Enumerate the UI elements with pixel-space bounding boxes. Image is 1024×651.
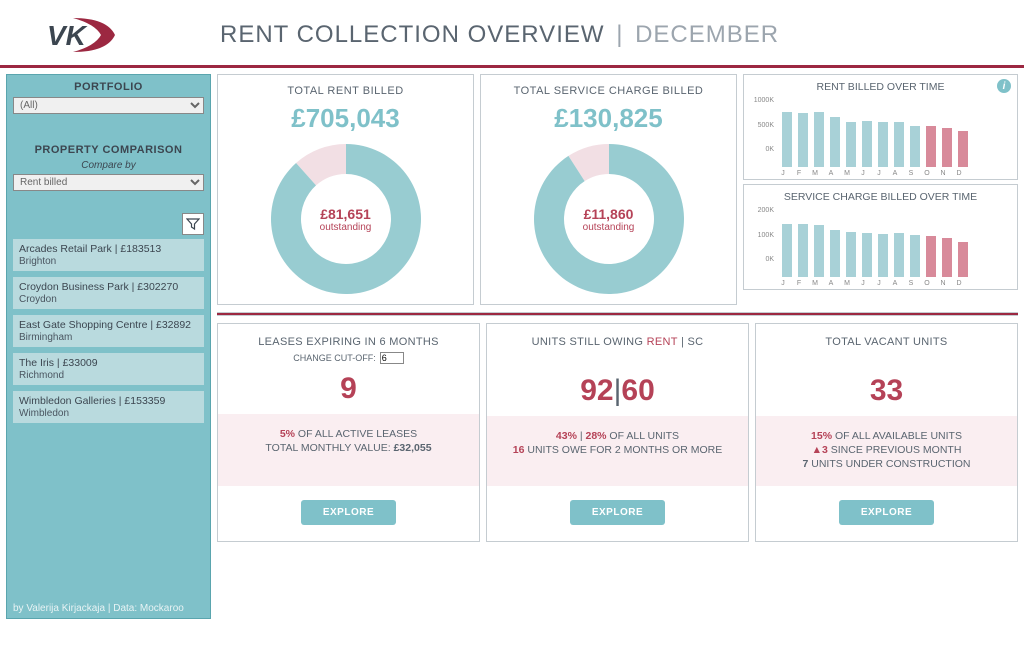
bar [846,232,856,277]
units-owing-card: UNITS STILL OWING RENT | SC 92|60 43% | … [486,323,749,542]
compare-by-select[interactable]: Rent billed [13,174,204,191]
card-title: TOTAL SERVICE CHARGE BILLED [489,85,728,97]
filter-icon[interactable] [182,213,204,235]
property-item[interactable]: Arcades Retail Park | £183513Brighton [13,239,204,271]
credit-text: by Valerija Kirjackaja | Data: Mockaroo [13,603,184,614]
bar [910,235,920,277]
leases-expiring-card: LEASES EXPIRING IN 6 MONTHS CHANGE CUT-O… [217,323,480,542]
comparison-title: PROPERTY COMPARISON [13,144,204,156]
bar [942,128,952,167]
property-item[interactable]: Croydon Business Park | £302270Croydon [13,277,204,309]
explore-button[interactable]: EXPLORE [839,500,934,525]
bar [846,122,856,167]
card-title: TOTAL RENT BILLED [226,85,465,97]
total-rent-billed-card: TOTAL RENT BILLED £705,043 £81,651 outst… [217,74,474,305]
header: VK RENT COLLECTION OVERVIEW | DECEMBER [0,0,1024,68]
svg-text:VK: VK [47,20,88,51]
sidebar: PORTFOLIO (All) PROPERTY COMPARISON Comp… [6,74,211,619]
bar [958,131,968,167]
property-item[interactable]: Wimbledon Galleries | £153359Wimbledon [13,391,204,423]
divider [217,312,1018,316]
bar [894,233,904,277]
bar [862,121,872,167]
property-item[interactable]: East Gate Shopping Centre | £32892Birmin… [13,315,204,347]
page-title: RENT COLLECTION OVERVIEW | DECEMBER [220,21,779,49]
bar [782,112,792,167]
vacant-units-card: TOTAL VACANT UNITS 33 15% OF ALL AVAILAB… [755,323,1018,542]
bar [830,230,840,277]
info-icon[interactable]: i [997,79,1011,93]
owing-count: 92|60 [495,374,740,408]
portfolio-select[interactable]: (All) [13,97,204,114]
logo: VK [20,10,140,60]
bar [862,233,872,277]
portfolio-title: PORTFOLIO [13,81,204,93]
bar [894,122,904,167]
bar [798,113,808,167]
leases-count: 9 [226,372,471,406]
cutoff-input[interactable] [380,352,404,364]
bar [910,126,920,167]
bar [942,238,952,277]
bar [878,122,888,167]
bar [958,242,968,277]
sc-donut: £11,860 outstanding [489,144,728,294]
property-list: Arcades Retail Park | £183513Brighton Cro… [13,239,204,423]
compare-by-label: Compare by [13,160,204,171]
service-charge-amount: £130,825 [489,103,728,134]
bar [814,225,824,277]
bar [782,224,792,277]
bar [878,234,888,277]
rent-donut: £81,651 outstanding [226,144,465,294]
rent-over-time-chart: i RENT BILLED OVER TIME 1000K500K0KJFMAM… [743,74,1018,180]
bar [814,112,824,167]
bar [926,236,936,277]
property-item[interactable]: The Iris | £33009Richmond [13,353,204,385]
vacant-count: 33 [764,374,1009,408]
bar [798,224,808,277]
explore-button[interactable]: EXPLORE [570,500,665,525]
bar [926,126,936,167]
bar [830,117,840,167]
total-service-charge-card: TOTAL SERVICE CHARGE BILLED £130,825 £11… [480,74,737,305]
sc-over-time-chart: SERVICE CHARGE BILLED OVER TIME 200K100K… [743,184,1018,290]
rent-billed-amount: £705,043 [226,103,465,134]
explore-button[interactable]: EXPLORE [301,500,396,525]
